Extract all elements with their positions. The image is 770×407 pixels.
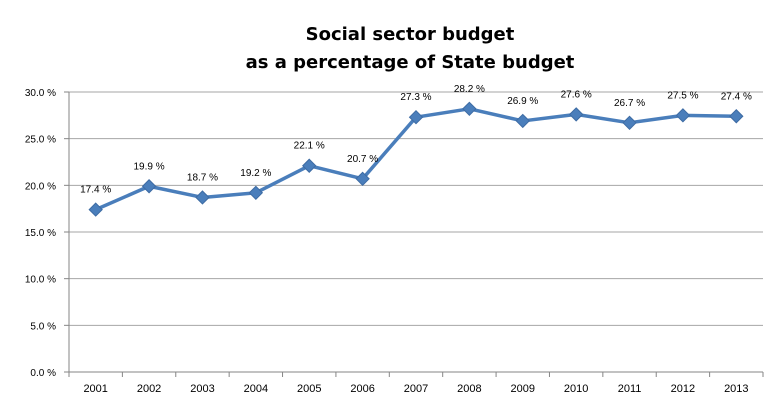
data-point [729,109,744,124]
data-point [515,113,530,129]
x-tick-label: 2012 [671,383,695,395]
chart-subtitle: as a percentage of State budget [245,52,575,73]
data-label: 19.2 % [240,168,271,179]
data-point [248,185,264,201]
data-label: 17.4 % [80,185,111,196]
chart-title: Social sector budget [305,24,515,45]
x-tick-label: 2001 [83,383,107,395]
x-tick-label: 2003 [190,383,214,395]
data-label: 18.7 % [187,172,218,183]
x-tick-label: 2010 [564,383,588,395]
y-tick-label: 5.0 % [30,321,56,332]
x-tick-label: 2006 [350,383,374,395]
x-tick-label: 2011 [618,383,642,395]
data-label: 26.9 % [507,96,538,107]
x-tick-label: 2005 [297,383,321,395]
data-point [622,115,637,131]
x-tick-label: 2009 [511,383,535,395]
data-label: 22.1 % [294,141,325,152]
y-tick-label: 15.0 % [25,228,56,239]
y-tick-label: 20.0 % [25,181,56,192]
data-label: 27.4 % [721,91,752,102]
x-tick-label: 2007 [404,383,428,395]
data-point [568,107,584,122]
data-label: 20.7 % [347,154,378,165]
data-point [355,171,370,187]
data-point [88,202,103,217]
data-label: 28.2 % [454,84,485,95]
data-label: 19.9 % [134,161,165,172]
data-label: 27.5 % [667,90,698,101]
y-tick-label: 30.0 % [25,88,56,99]
y-tick-label: 10.0 % [25,275,56,286]
data-point [302,158,317,173]
data-label: 26.7 % [614,98,645,109]
y-tick-label: 0.0 % [30,368,56,379]
x-tick-label: 2002 [137,383,161,395]
y-tick-label: 25.0 % [25,135,56,146]
data-point [675,108,691,123]
data-point [141,179,157,194]
data-label: 27.6 % [561,89,592,100]
data-point [408,109,424,125]
data-point [195,190,210,205]
data-point [462,101,477,117]
x-tick-label: 2008 [457,383,481,395]
x-tick-label: 2013 [724,383,748,395]
data-label: 27.3 % [400,92,431,103]
x-tick-label: 2004 [244,383,268,395]
